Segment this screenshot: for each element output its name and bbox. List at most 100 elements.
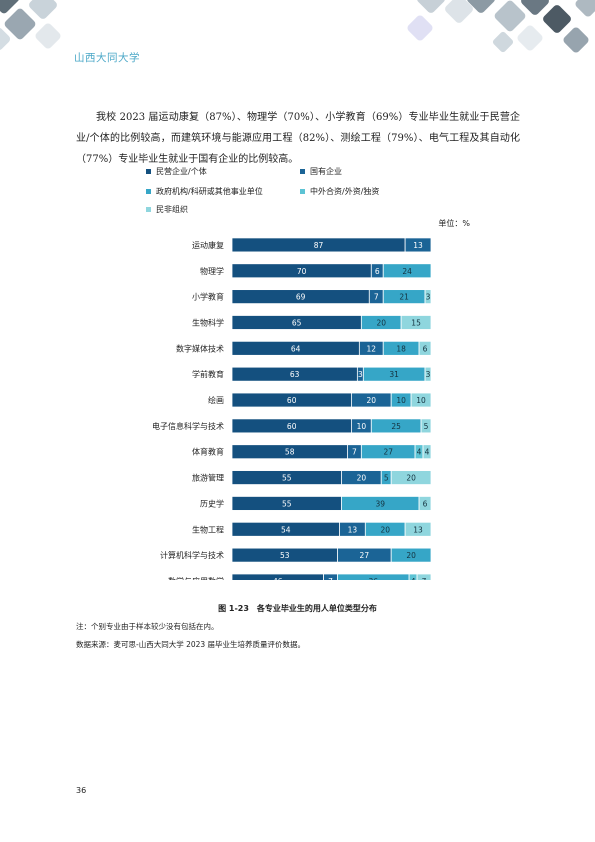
bar-value-label: 6 xyxy=(423,344,428,353)
bar-value-label: 25 xyxy=(391,422,401,431)
bar-segment xyxy=(420,418,432,434)
bar-value-label: 10 xyxy=(416,396,426,405)
bar-value-label: 65 xyxy=(292,318,302,327)
category-label: 旅游管理 xyxy=(192,473,224,483)
category-label: 电子信息科学与技术 xyxy=(152,421,224,431)
legend-label-3: 政府机构/科研或其他事业单位 xyxy=(156,186,263,196)
bar-value-label: 6 xyxy=(423,499,428,508)
bar-value-label: 20 xyxy=(380,525,390,534)
bar-value-label: 46 xyxy=(273,577,283,580)
header-diamonds-left xyxy=(0,0,61,51)
bar-value-label: 60 xyxy=(287,396,297,405)
legend-label-5: 民非组织 xyxy=(156,204,188,214)
category-label: 数学与应用数学 xyxy=(168,576,224,580)
bar-value-label: 4 xyxy=(417,448,422,457)
bar-value-label: 10 xyxy=(396,396,406,405)
bar-value-label: 7 xyxy=(352,448,357,457)
legend-label-1: 民营企业/个体 xyxy=(156,166,207,176)
bar-segment xyxy=(400,315,432,330)
page-number: 36 xyxy=(76,786,87,795)
category-label: 小学教育 xyxy=(192,292,224,302)
bar-value-label: 7 xyxy=(374,293,379,302)
bar-value-label: 24 xyxy=(402,267,412,276)
header-diamonds-right xyxy=(407,0,595,53)
bar-value-label: 53 xyxy=(280,551,290,560)
bar-segment xyxy=(418,496,432,511)
bar-segment xyxy=(323,573,338,580)
bar-value-label: 3 xyxy=(426,293,431,302)
bar-segment xyxy=(410,392,432,408)
bar-value-label: 69 xyxy=(296,293,306,302)
legend-label-4: 中外合资/外资/独资 xyxy=(310,186,379,196)
bar-segment xyxy=(424,289,432,305)
category-label: 物理学 xyxy=(200,266,224,276)
legend-swatch-4 xyxy=(300,189,305,194)
category-label: 生物工程 xyxy=(192,524,224,534)
bar-value-label: 20 xyxy=(406,474,416,483)
bar-value-label: 13 xyxy=(413,241,423,250)
category-label: 历史学 xyxy=(200,498,224,508)
header-decoration xyxy=(0,0,595,53)
category-label: 运动康复 xyxy=(192,240,224,250)
bar-value-label: 20 xyxy=(357,474,367,483)
bar-segment xyxy=(408,573,418,580)
bar-value-label: 4 xyxy=(425,448,430,457)
bar-segment xyxy=(390,547,432,563)
bar-value-label: 31 xyxy=(389,370,399,379)
bar-value-label: 54 xyxy=(281,525,291,534)
bar-segment xyxy=(404,237,432,253)
bar-value-label: 58 xyxy=(285,448,295,457)
bar-segment xyxy=(404,521,432,537)
bar-segment xyxy=(390,470,432,485)
bar-value-label: 13 xyxy=(348,525,358,534)
bar-value-label: 15 xyxy=(411,318,421,327)
intro-paragraph: 我校 2023 届运动康复（87%）、物理学（70%）、小学教育（69%）专业毕… xyxy=(76,112,520,165)
bar-value-label: 27 xyxy=(383,448,393,457)
bar-value-label: 6 xyxy=(375,267,380,276)
bar-segment xyxy=(231,573,324,580)
bar-value-label: 20 xyxy=(367,396,377,405)
legend-swatch-3 xyxy=(146,189,151,194)
bar-value-label: 20 xyxy=(376,318,386,327)
chart-note: 注：个别专业由于样本较少没有包括在内。 xyxy=(76,622,219,631)
bar-value-label: 7 xyxy=(422,577,427,580)
legend-label-2: 国有企业 xyxy=(310,166,342,176)
unit-label: 单位：% xyxy=(438,218,470,228)
figure-caption: 图 1-23 各专业毕业生的用人单位类型分布 xyxy=(218,604,377,613)
legend-swatch-1 xyxy=(146,169,151,174)
category-label: 体育教育 xyxy=(192,447,224,457)
bar-value-label: 55 xyxy=(282,474,292,483)
category-label: 学前教育 xyxy=(192,369,224,379)
bar-segment xyxy=(424,366,432,382)
bar-segment xyxy=(337,573,410,580)
bar-value-label: 13 xyxy=(413,525,423,534)
bar-value-label: 5 xyxy=(384,474,389,483)
bar-value-label: 3 xyxy=(358,370,363,379)
bar-segment xyxy=(416,573,432,580)
bar-value-label: 21 xyxy=(399,293,409,302)
bar-value-label: 55 xyxy=(282,499,292,508)
bar-value-label: 10 xyxy=(357,422,367,431)
bar-segment xyxy=(418,340,432,356)
category-label: 生物科学 xyxy=(192,317,224,327)
bar-value-label: 87 xyxy=(314,241,324,250)
legend-swatch-2 xyxy=(300,169,305,174)
university-name: 山西大同大学 xyxy=(74,52,140,64)
bar-value-label: 60 xyxy=(287,422,297,431)
bar-value-label: 20 xyxy=(406,551,416,560)
data-source: 数据来源：麦可思-山西大同大学 2023 届毕业生培养质量评价数据。 xyxy=(76,640,306,649)
bar-value-label: 64 xyxy=(291,344,301,353)
category-label: 数字媒体技术 xyxy=(176,343,224,353)
category-label: 计算机科学与技术 xyxy=(160,550,224,560)
bar-segment xyxy=(382,263,432,279)
bar-value-label: 3 xyxy=(426,370,431,379)
bar-value-label: 18 xyxy=(396,344,406,353)
bar-value-label: 27 xyxy=(360,551,370,560)
legend-swatch-5 xyxy=(146,207,151,212)
bar-value-label: 70 xyxy=(297,267,307,276)
bar-value-label: 4 xyxy=(411,577,416,580)
bar-value-label: 63 xyxy=(290,370,300,379)
bar-value-label: 12 xyxy=(367,344,377,353)
bar-value-label: 5 xyxy=(424,422,429,431)
